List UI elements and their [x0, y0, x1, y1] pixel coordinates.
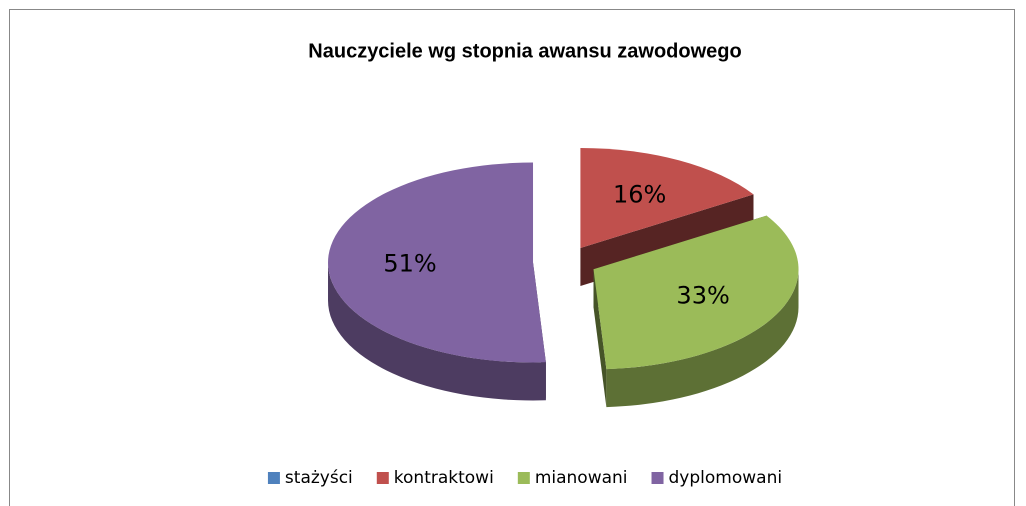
legend-swatch [376, 472, 389, 484]
data-label: 33% [676, 282, 729, 310]
slice-top [328, 162, 546, 363]
legend-label: stażyści [285, 468, 353, 488]
chart-title: Nauczyciele wg stopnia awansu zawodowego [308, 40, 741, 62]
slice-cut-wall [593, 269, 607, 408]
slice-side [606, 269, 799, 408]
legend-swatch [267, 472, 280, 484]
slice [328, 162, 546, 401]
data-label: 16% [613, 180, 666, 208]
slice-top [593, 215, 799, 370]
legend-swatch [651, 472, 664, 484]
legend-label: kontraktowi [394, 468, 494, 488]
data-label: 51% [383, 249, 436, 277]
slice-top [580, 147, 754, 248]
legend-label: dyplomowani [669, 468, 783, 488]
slice-side [328, 262, 546, 401]
slice [593, 215, 799, 408]
legend-label: mianowani [535, 468, 628, 488]
legend-swatch [517, 472, 530, 484]
